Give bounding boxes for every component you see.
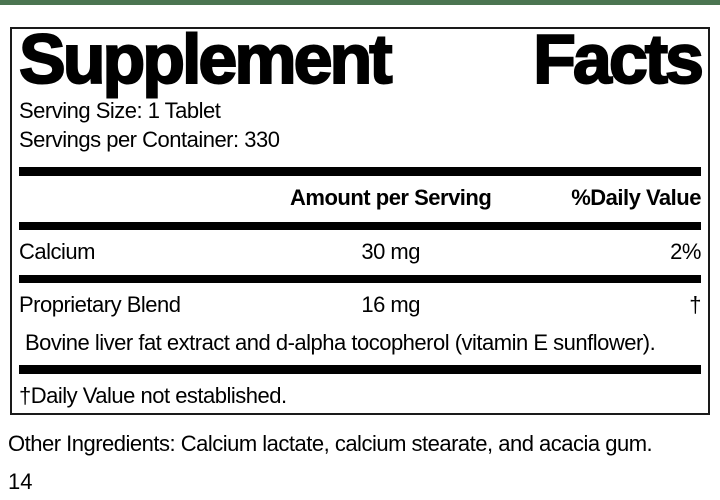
daily-value-footnote: †Daily Value not established. (19, 383, 287, 408)
nutrient-amount: 30 mg (361, 239, 420, 264)
nutrient-daily-value: † (689, 292, 701, 317)
nutrient-name: Calcium (19, 239, 95, 264)
serving-info: Serving Size: 1 Tablet Servings per Cont… (19, 96, 701, 154)
proprietary-blend-description: Bovine liver fat extract and d-alpha toc… (25, 330, 656, 355)
panel-title-word-facts: Facts (532, 20, 705, 98)
serving-size-text: Serving Size: 1 Tablet (19, 98, 221, 123)
nutrient-name: Proprietary Blend (19, 292, 181, 317)
divider-bar-under-calcium (19, 275, 701, 283)
nutrient-amount: 16 mg (361, 292, 420, 317)
panel-title-word-supplement: Supplement (18, 20, 394, 98)
other-ingredients-text: Other Ingredients: Calcium lactate, calc… (8, 431, 653, 456)
table-row-proprietary-blend: Proprietary Blend 16 mg † (19, 283, 701, 328)
divider-bar-bottom (19, 365, 701, 374)
panel-title: Supplement Facts (18, 20, 705, 98)
supplement-facts-panel: Supplement Facts Serving Size: 1 Tablet … (10, 20, 710, 415)
divider-bar-top (19, 167, 701, 176)
servings-per-container-text: Servings per Container: 330 (19, 127, 280, 152)
amount-per-serving-header: Amount per Serving (290, 185, 492, 210)
page-number: 14 (8, 469, 33, 494)
nutrient-daily-value: 2% (670, 239, 701, 264)
column-header-row: Amount per Serving %Daily Value (19, 176, 701, 222)
top-accent-bar (0, 0, 720, 5)
divider-bar-under-header (19, 222, 701, 230)
table-row-calcium: Calcium 30 mg 2% (19, 230, 701, 275)
daily-value-header: %Daily Value (571, 185, 701, 210)
